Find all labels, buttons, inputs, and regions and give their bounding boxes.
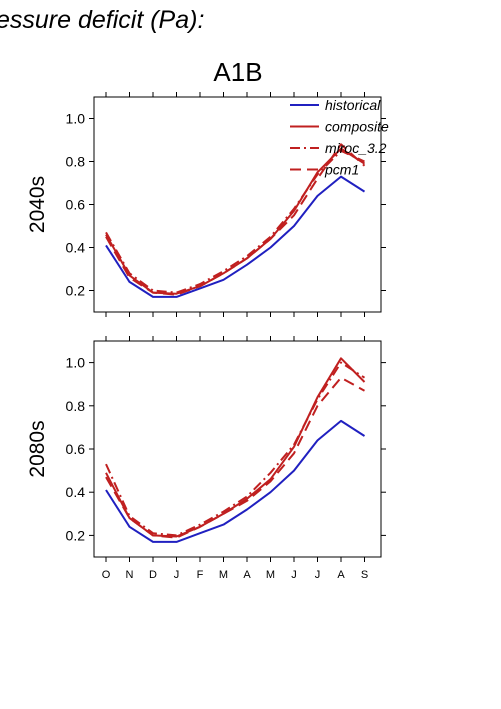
- series-line-composite: [105, 357, 366, 538]
- y-tick-label: 0.6: [66, 441, 86, 457]
- x-tick-label: N: [126, 569, 134, 581]
- series-line-composite: [105, 147, 366, 295]
- x-tick-label: S: [361, 569, 368, 581]
- x-tick-label: J: [174, 569, 180, 581]
- series-line-pcm1: [105, 376, 365, 539]
- figure-heading: essure deficit (Pa):: [0, 6, 204, 34]
- y-tick-label: 0.2: [66, 527, 86, 543]
- y-tick-label: 0.2: [66, 283, 86, 299]
- x-tick-label: F: [197, 569, 204, 581]
- x-tick-label: M: [219, 569, 228, 581]
- scenario-title: A1B: [213, 57, 262, 87]
- y-tick-label: 0.4: [66, 484, 86, 500]
- chart-panel-2040s: 2040s 0.2 0.4 0.6 0.8 1.0 historical composite m…: [26, 92, 389, 317]
- x-tick-label: O: [102, 569, 111, 581]
- y-tick-label: 0.8: [66, 154, 86, 170]
- series-line-historical: [105, 419, 366, 543]
- legend-label: historical: [325, 97, 381, 113]
- panel-label: 2040s: [26, 176, 49, 233]
- chart-panel-2080s: 2080s 0.2 0.4 0.6 0.8 1.0 O N D J F M A M J J A S: [26, 336, 386, 581]
- x-tick-label: D: [149, 569, 157, 581]
- y-tick-label: 0.6: [66, 197, 86, 213]
- chart-panels: 2040s 0.2 0.4 0.6 0.8 1.0 historical composite m…: [26, 92, 389, 581]
- series-line-miroc_3.2: [105, 361, 366, 537]
- x-tick-label: A: [337, 569, 345, 581]
- x-tick-label: J: [291, 569, 297, 581]
- series-line-historical: [105, 175, 366, 298]
- legend-label: miroc_3.2: [325, 140, 387, 156]
- y-tick-label: 1.0: [66, 111, 86, 127]
- y-tick-label: 0.4: [66, 240, 86, 256]
- panel-label: 2080s: [26, 420, 49, 477]
- y-tick-label: 1.0: [66, 355, 86, 371]
- x-tick-label: A: [243, 569, 251, 581]
- legend-label: composite: [325, 119, 389, 135]
- legend-label: pcm1: [324, 162, 359, 178]
- legend: historical composite miroc_3.2 pcm1: [290, 97, 389, 178]
- y-tick-label: 0.8: [66, 398, 86, 414]
- x-tick-label: J: [315, 569, 321, 581]
- x-tick-label: M: [266, 569, 275, 581]
- series-line-miroc_3.2: [105, 149, 365, 294]
